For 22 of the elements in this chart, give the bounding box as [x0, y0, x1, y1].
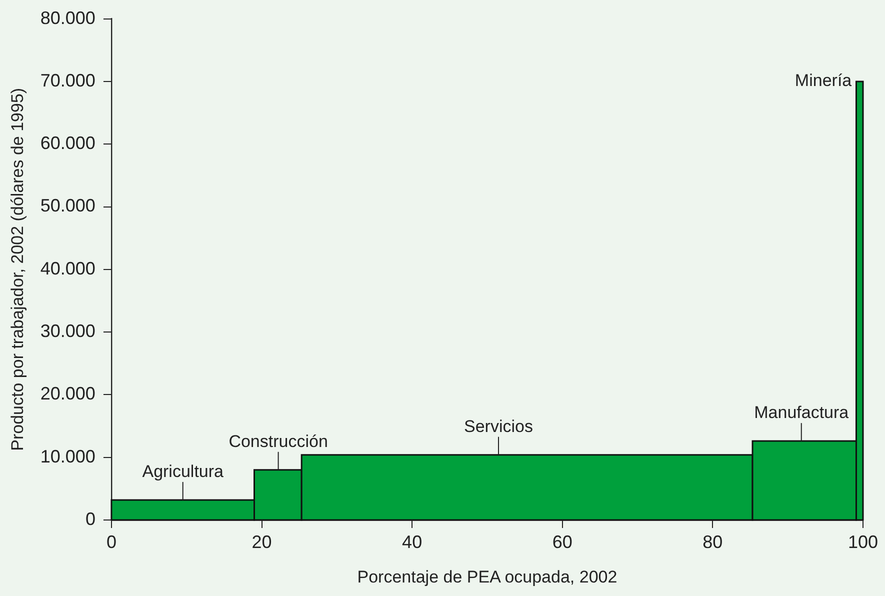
y-axis-title: Producto por trabajador, 2002 (dólares de 1995) [8, 88, 27, 451]
annotation: Minería [794, 71, 852, 90]
annotation: Servicios [464, 417, 533, 436]
y-tick-label: 70.000 [40, 70, 96, 90]
y-tick-label: 30.000 [40, 321, 96, 342]
y-tick-label: 50.000 [40, 196, 96, 216]
x-tick-label: 60 [552, 532, 572, 552]
x-tick-label: 0 [106, 532, 116, 552]
annotation: Construcción [228, 432, 328, 452]
annotation: Manufactura [754, 403, 850, 422]
x-tick-label: 20 [252, 532, 272, 552]
x-tick-label: 80 [702, 532, 723, 552]
x-axis-title: Porcentaje de PEA ocupada, 2002 [357, 567, 618, 586]
y-tick-label: 0 [85, 508, 96, 529]
annotation: Agricultura [142, 462, 224, 482]
y-tick-label: 10.000 [40, 446, 96, 466]
y-tick-label: 40.000 [40, 258, 96, 278]
y-tick-label: 60.000 [40, 133, 96, 154]
x-tick-label: 40 [402, 532, 422, 552]
y-tick-label: 80.000 [40, 8, 96, 28]
y-tick-label: 20.000 [40, 384, 96, 404]
x-tick-label: 100 [848, 532, 878, 552]
